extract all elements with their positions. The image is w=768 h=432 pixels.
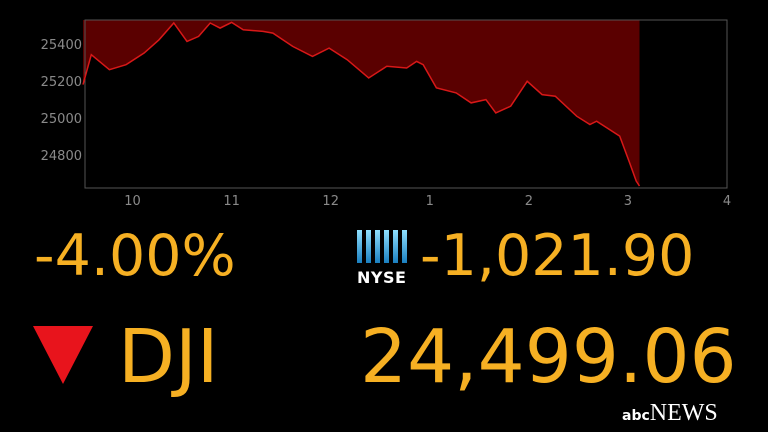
index-value: 24,499.06 xyxy=(360,320,732,398)
nyse-logo: NYSE xyxy=(357,230,411,288)
area-fill xyxy=(83,20,640,186)
x-tick-label: 1 xyxy=(426,194,434,209)
x-tick-label: 11 xyxy=(223,194,240,209)
abc-news-logo: abcNEWS xyxy=(622,401,718,425)
x-tick-label: 4 xyxy=(723,194,731,209)
nyse-label: NYSE xyxy=(357,268,407,287)
news-logo-text: NEWS xyxy=(649,400,718,426)
point-change: -1,021.90 xyxy=(420,228,695,289)
x-tick-label: 3 xyxy=(624,194,632,209)
plot-frame xyxy=(84,19,728,189)
y-tick-label: 25200 xyxy=(41,75,82,90)
y-tick-label: 25000 xyxy=(41,112,82,127)
down-arrow-icon xyxy=(33,326,93,384)
y-tick-label: 25400 xyxy=(41,38,82,53)
index-symbol: DJI xyxy=(118,314,219,400)
x-tick-label: 10 xyxy=(124,194,141,209)
abc-logo-text: abc xyxy=(622,408,650,424)
price-line xyxy=(82,21,641,187)
x-tick-label: 2 xyxy=(525,194,533,209)
y-tick-label: 24800 xyxy=(41,149,82,164)
percent-change: -4.00% xyxy=(34,223,236,289)
x-tick-label: 12 xyxy=(322,194,339,209)
